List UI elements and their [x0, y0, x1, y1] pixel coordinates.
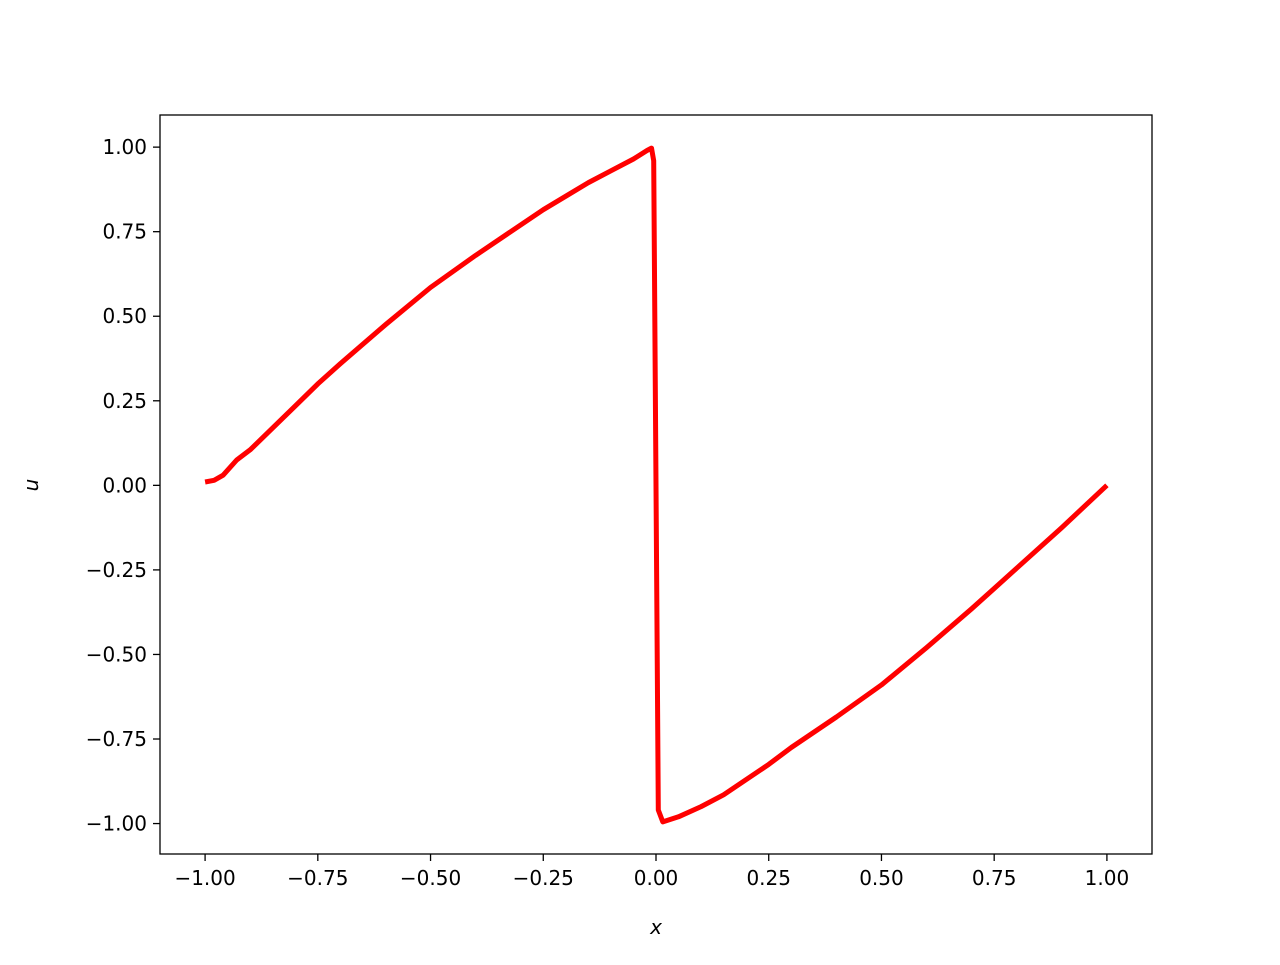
- y-tick-label: 0.50: [102, 304, 147, 328]
- y-tick-label: −0.25: [86, 558, 147, 582]
- x-ticks: −1.00 −0.75 −0.50 −0.25 0.00 0.25 0.50 0.75 1.00: [174, 854, 1129, 890]
- x-tick-label: 1.00: [1085, 866, 1130, 890]
- y-ticks: −1.00 −0.75 −0.50 −0.25 0.00 0.25 0.50 0.75 1.00: [86, 135, 160, 836]
- x-tick-label: −1.00: [174, 866, 235, 890]
- x-tick-label: 0.50: [859, 866, 904, 890]
- x-tick-label: 0.00: [634, 866, 679, 890]
- y-tick-label: −1.00: [86, 812, 147, 836]
- x-axis-label: x: [649, 915, 662, 939]
- y-tick-label: −0.50: [86, 642, 147, 666]
- x-tick-label: 0.75: [972, 866, 1017, 890]
- y-tick-label: −0.75: [86, 727, 147, 751]
- y-axis-label: u: [19, 479, 43, 492]
- y-tick-label: 0.25: [102, 389, 147, 413]
- plot-frame: [159, 114, 1153, 855]
- series-line: [204, 145, 1109, 825]
- x-tick-label: 0.25: [746, 866, 791, 890]
- y-tick-label: 0.00: [102, 473, 147, 497]
- y-tick-label: 0.75: [102, 220, 147, 244]
- x-tick-label: −0.50: [400, 866, 461, 890]
- x-tick-label: −0.75: [287, 866, 348, 890]
- y-tick-label: 1.00: [102, 135, 147, 159]
- x-tick-label: −0.25: [513, 866, 574, 890]
